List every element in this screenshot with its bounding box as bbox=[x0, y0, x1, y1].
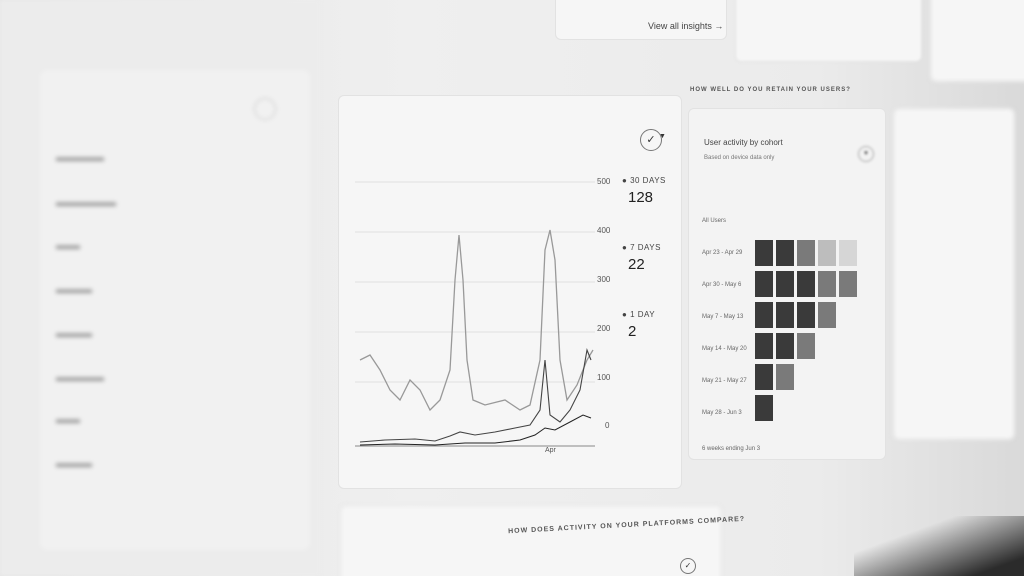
sidebar-item[interactable]: ▬▬▬▬▬ bbox=[56, 195, 116, 209]
sidebar: ▬▬▬▬ ▬▬▬▬▬ ▬▬ ▬▬▬ ▬▬▬ ▬▬▬▬ ▬▬ ▬▬▬ bbox=[0, 0, 320, 576]
cohort-cell bbox=[839, 271, 857, 297]
legend-value: 128 bbox=[628, 189, 654, 206]
cohort-cell bbox=[776, 271, 794, 297]
top-right-card bbox=[735, 0, 922, 62]
sidebar-item[interactable]: ▬▬▬▬ bbox=[56, 150, 104, 164]
sidebar-item[interactable]: ▬▬ bbox=[56, 238, 80, 252]
sidebar-item[interactable]: ▬▬▬▬ bbox=[56, 370, 104, 384]
far-right-card bbox=[930, 0, 1024, 82]
y-tick: 300 bbox=[597, 275, 611, 284]
cohort-cell bbox=[755, 240, 773, 266]
retention-card-title: User activity by cohort bbox=[704, 138, 783, 147]
cohort-row-label: May 7 - May 13 bbox=[702, 314, 744, 320]
legend-30-days: ● 30 DAYS 128 bbox=[622, 176, 666, 206]
y-tick: 400 bbox=[597, 226, 611, 235]
legend-label: 1 DAY bbox=[630, 310, 656, 319]
cohort-cell bbox=[839, 240, 857, 266]
cohort-cell bbox=[755, 271, 773, 297]
monitor-edge bbox=[854, 516, 1024, 576]
y-tick: 500 bbox=[597, 177, 611, 186]
sidebar-item[interactable]: ▬▬ bbox=[56, 412, 80, 426]
series-30-days-line bbox=[359, 229, 594, 412]
cohort-cell bbox=[755, 364, 773, 390]
retention-subtitle: Based on device data only bbox=[704, 155, 775, 161]
cohort-row-label: Apr 30 - May 6 bbox=[702, 282, 742, 288]
sidebar-item[interactable]: ▬▬▬ bbox=[56, 456, 92, 470]
arrow-right-icon: → bbox=[714, 21, 724, 31]
legend-1-day: ● 1 DAY 2 bbox=[622, 310, 656, 340]
x-tick-apr: Apr bbox=[545, 447, 557, 454]
cohort-row-label: May 14 - May 20 bbox=[702, 346, 747, 352]
cohort-cell bbox=[818, 240, 836, 266]
chevron-down-icon[interactable]: ▼ bbox=[659, 133, 666, 140]
legend-7-days: ● 7 DAYS 22 bbox=[622, 243, 661, 273]
cohort-cell bbox=[776, 364, 794, 390]
legend-value: 2 bbox=[628, 323, 637, 340]
retention-footer: 6 weeks ending Jun 3 bbox=[702, 446, 761, 452]
cohort-cell bbox=[818, 271, 836, 297]
cohort-cell bbox=[797, 240, 815, 266]
cohort-cell bbox=[755, 333, 773, 359]
sidebar-item[interactable]: ▬▬▬ bbox=[56, 282, 92, 296]
series-7-days-line bbox=[359, 347, 592, 443]
legend-label: 30 DAYS bbox=[630, 176, 666, 185]
cohort-cell bbox=[797, 302, 815, 328]
insights-card: View all insights → bbox=[555, 0, 727, 40]
cohort-cell bbox=[776, 302, 794, 328]
y-tick: 0 bbox=[605, 421, 610, 430]
y-tick: 200 bbox=[597, 324, 611, 333]
chart-gridlines bbox=[355, 181, 595, 383]
cohort-cell bbox=[797, 271, 815, 297]
all-users-label: All Users bbox=[702, 218, 727, 224]
platforms-card bbox=[340, 505, 722, 576]
cohort-cell bbox=[776, 240, 794, 266]
legend-label: 7 DAYS bbox=[630, 243, 661, 252]
sidebar-item[interactable]: ▬▬▬ bbox=[56, 326, 92, 340]
legend-value: 22 bbox=[628, 256, 645, 273]
right-card bbox=[893, 108, 1015, 440]
y-tick: 100 bbox=[597, 373, 611, 382]
cohort-cell bbox=[818, 302, 836, 328]
sidebar-panel bbox=[40, 70, 310, 550]
view-all-insights-link[interactable]: View all insights → bbox=[648, 21, 724, 31]
chevron-down-icon[interactable]: ▾ bbox=[858, 146, 874, 162]
cohort-cell bbox=[776, 333, 794, 359]
add-icon[interactable] bbox=[254, 98, 276, 120]
cohort-cell bbox=[755, 395, 773, 421]
retention-heading: HOW WELL DO YOU RETAIN YOUR USERS? bbox=[690, 87, 851, 93]
check-circle-icon[interactable]: ✓ bbox=[680, 558, 696, 574]
cohort-cell bbox=[797, 333, 815, 359]
check-circle-icon[interactable]: ✓ bbox=[640, 129, 662, 151]
cohort-row-label: May 21 - May 27 bbox=[702, 378, 747, 384]
series-1-day-line bbox=[359, 414, 592, 446]
cohort-row-label: Apr 23 - Apr 29 bbox=[702, 250, 743, 256]
cohort-cell bbox=[755, 302, 773, 328]
activity-line-chart: Apr bbox=[355, 181, 595, 454]
activity-card bbox=[338, 95, 682, 489]
cohort-row-label: May 28 - Jun 3 bbox=[702, 410, 742, 416]
